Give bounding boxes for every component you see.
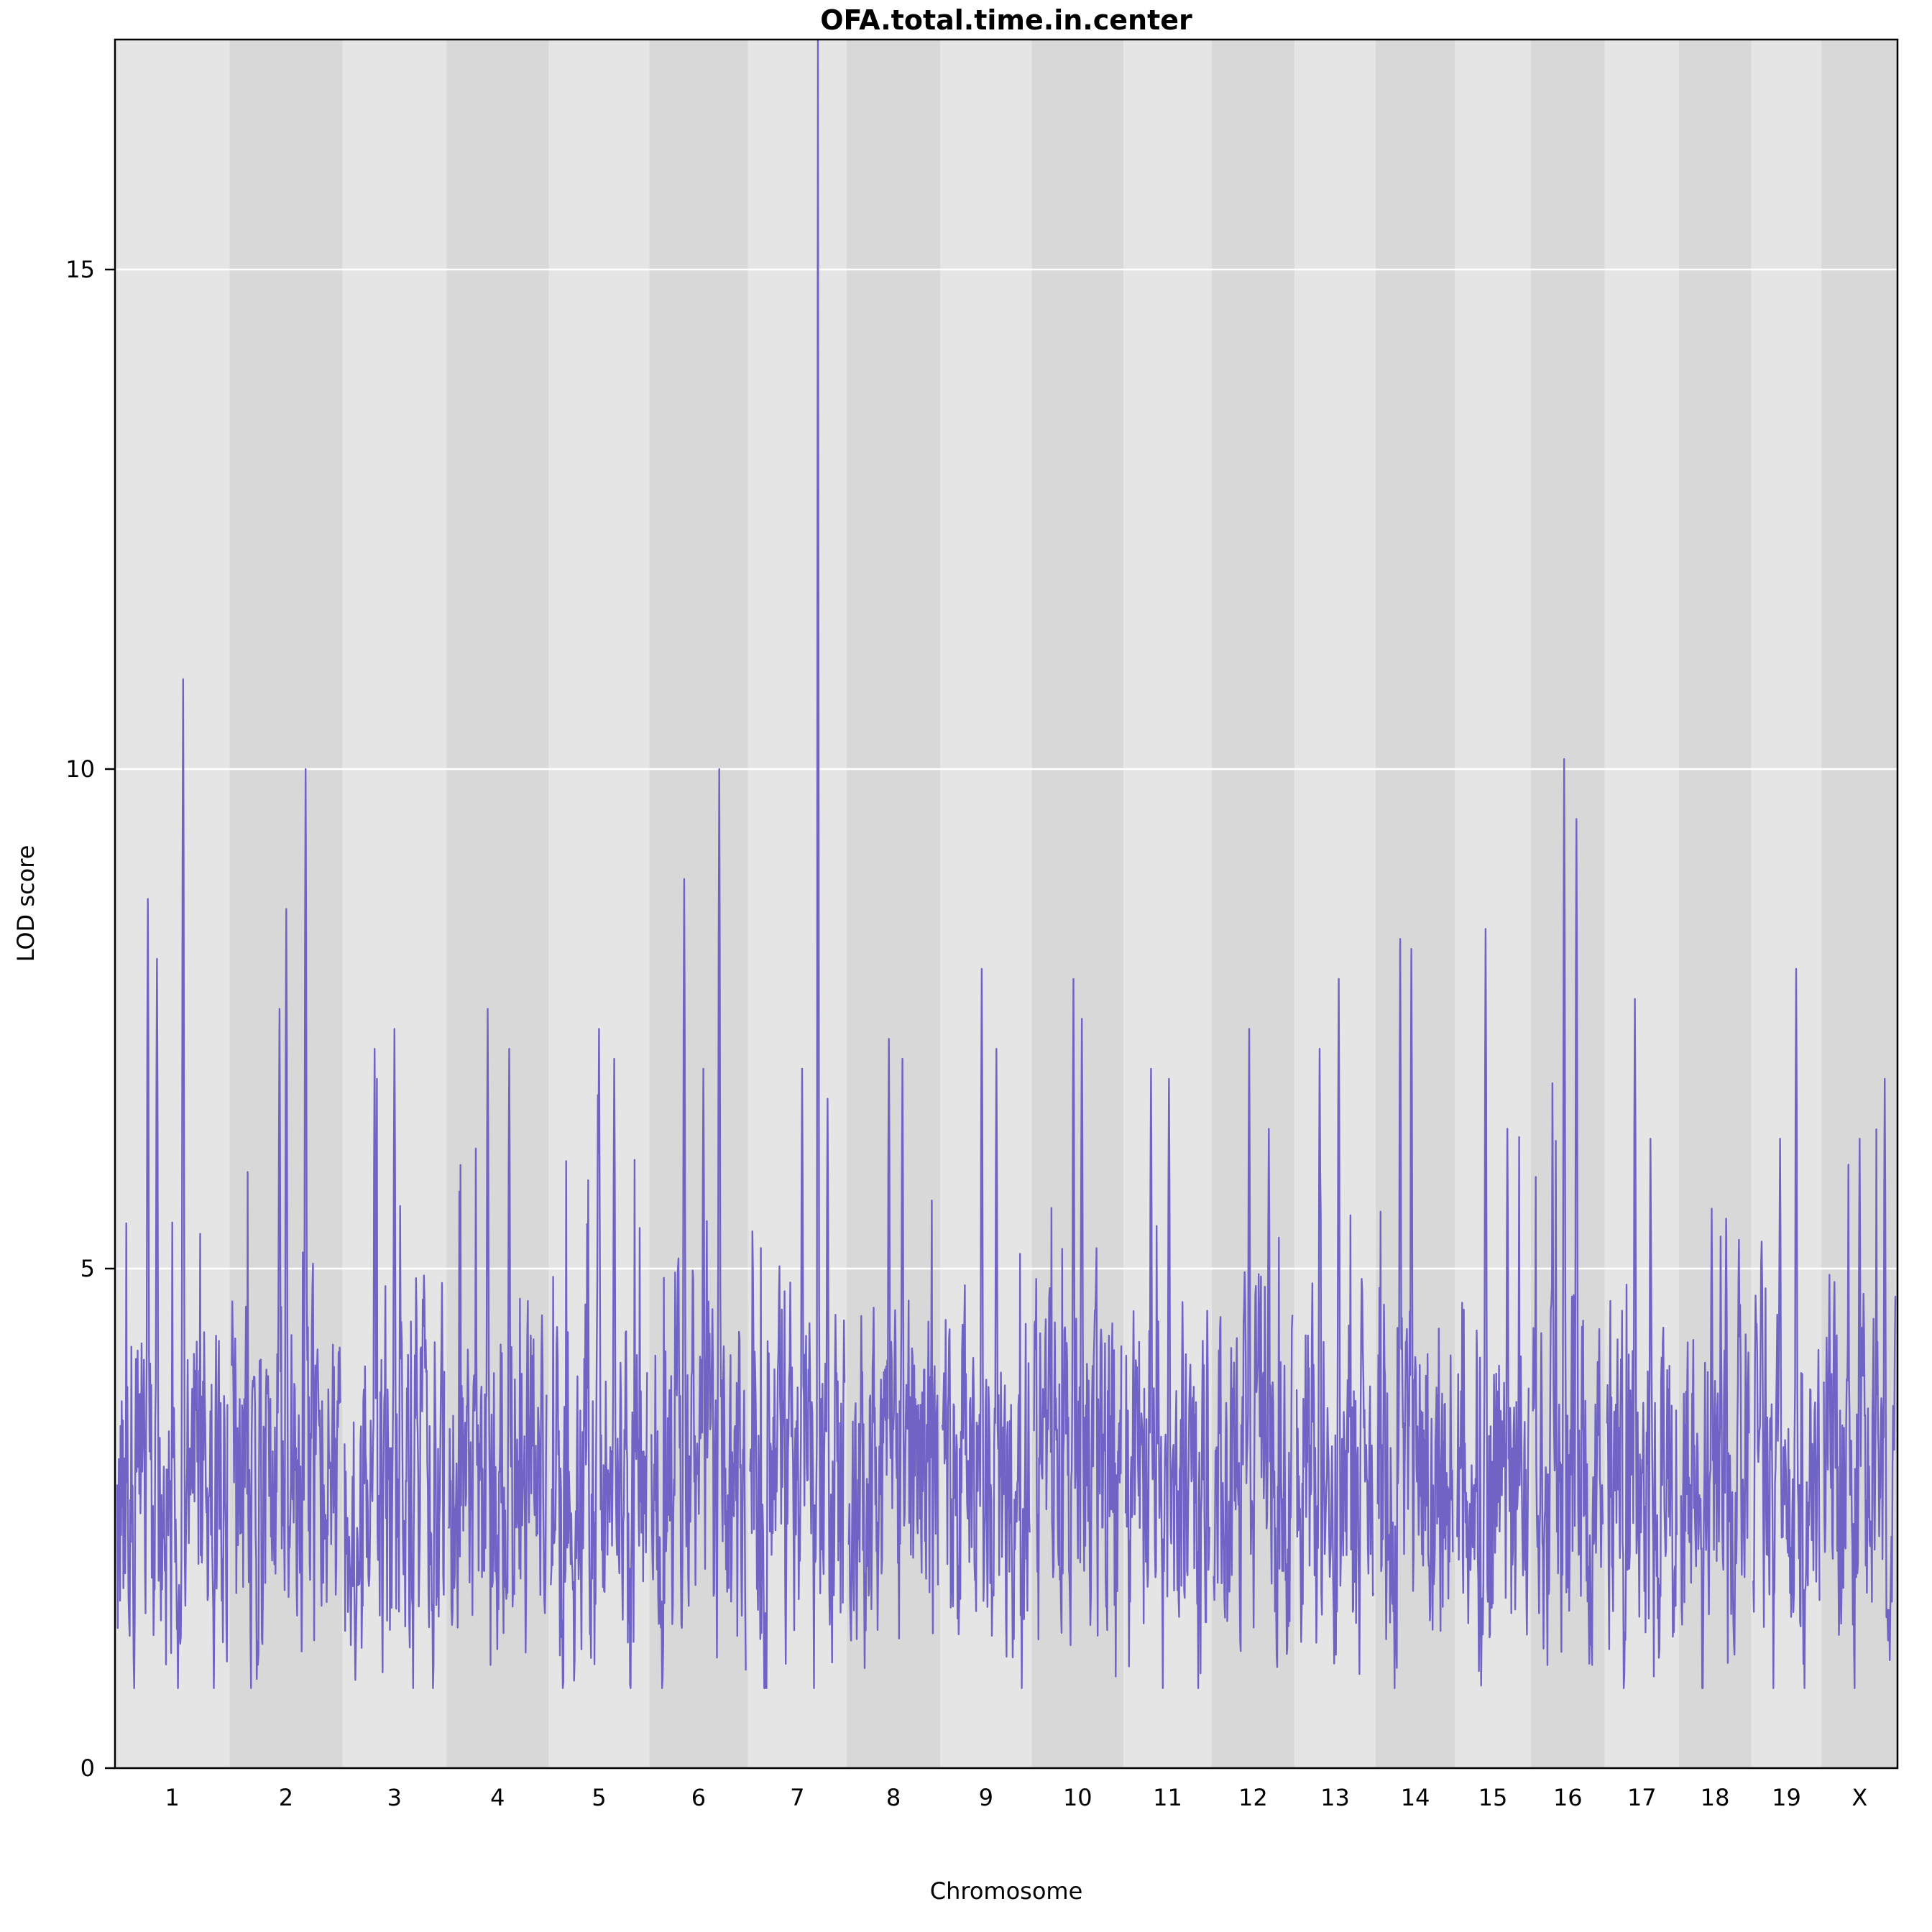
- lod-series-chr15: [1456, 928, 1530, 1687]
- lod-series-chr9: [941, 967, 1031, 1689]
- lod-series-chr13: [1295, 978, 1375, 1675]
- x-tick-label-8: 8: [886, 1784, 901, 1811]
- x-tick-label-15: 15: [1478, 1784, 1508, 1811]
- lod-series-chr5: [550, 1028, 648, 1689]
- lod-series-chr2: [231, 768, 341, 1689]
- y-tick-label-0: 0: [80, 1754, 95, 1782]
- x-tick-label-17: 17: [1627, 1784, 1657, 1811]
- lod-series-chr11: [1124, 1067, 1210, 1689]
- chromosome-band-4: [446, 40, 549, 1768]
- chart-title: OFA.total.time.in.center: [820, 4, 1192, 36]
- lod-series-chr10: [1033, 978, 1123, 1678]
- lod-series-chr16: [1532, 758, 1604, 1666]
- lod-series-chr4: [448, 1008, 548, 1666]
- chromosome-band-2: [229, 40, 343, 1768]
- lod-series-chr7: [749, 39, 846, 1689]
- lod-series-chr8: [847, 1038, 939, 1670]
- x-tick-label-7: 7: [790, 1784, 804, 1811]
- x-tick-label-13: 13: [1320, 1784, 1350, 1811]
- chromosome-band-X: [1821, 40, 1898, 1768]
- lod-series-chr14: [1376, 938, 1454, 1689]
- x-tick-label-19: 19: [1772, 1784, 1801, 1811]
- x-tick-label-9: 9: [979, 1784, 993, 1811]
- x-tick-label-10: 10: [1063, 1784, 1092, 1811]
- lod-series-chr18: [1680, 1208, 1750, 1689]
- x-tick-label-1: 1: [165, 1784, 180, 1811]
- x-tick-label-16: 16: [1553, 1784, 1583, 1811]
- x-tick-label-14: 14: [1401, 1784, 1430, 1811]
- x-tick-label-4: 4: [490, 1784, 505, 1811]
- x-tick-label-3: 3: [387, 1784, 402, 1811]
- x-tick-label-12: 12: [1238, 1784, 1268, 1811]
- lod-series-chrX: [1823, 1077, 1897, 1689]
- chromosome-band-3: [342, 40, 447, 1768]
- x-tick-label-X: X: [1852, 1784, 1867, 1811]
- lod-series-chr12: [1213, 1028, 1294, 1668]
- lod-series-chr3: [344, 1028, 446, 1689]
- lod-series-chr6: [650, 768, 747, 1689]
- x-tick-label-11: 11: [1153, 1784, 1182, 1811]
- lod-series-chr19: [1752, 967, 1821, 1689]
- x-tick-label-5: 5: [592, 1784, 606, 1811]
- plot-border: [114, 38, 1899, 1770]
- lod-series-chr17: [1606, 998, 1678, 1689]
- y-tick-label-5: 5: [80, 1255, 95, 1282]
- y-tick-label-10: 10: [65, 755, 95, 783]
- lod-series-chr1: [116, 678, 229, 1689]
- x-tick-label-2: 2: [279, 1784, 293, 1811]
- y-tick-label-15: 15: [65, 256, 95, 283]
- x-tick-label-6: 6: [691, 1784, 706, 1811]
- x-axis-label: Chromosome: [929, 1877, 1083, 1905]
- x-tick-label-18: 18: [1701, 1784, 1730, 1811]
